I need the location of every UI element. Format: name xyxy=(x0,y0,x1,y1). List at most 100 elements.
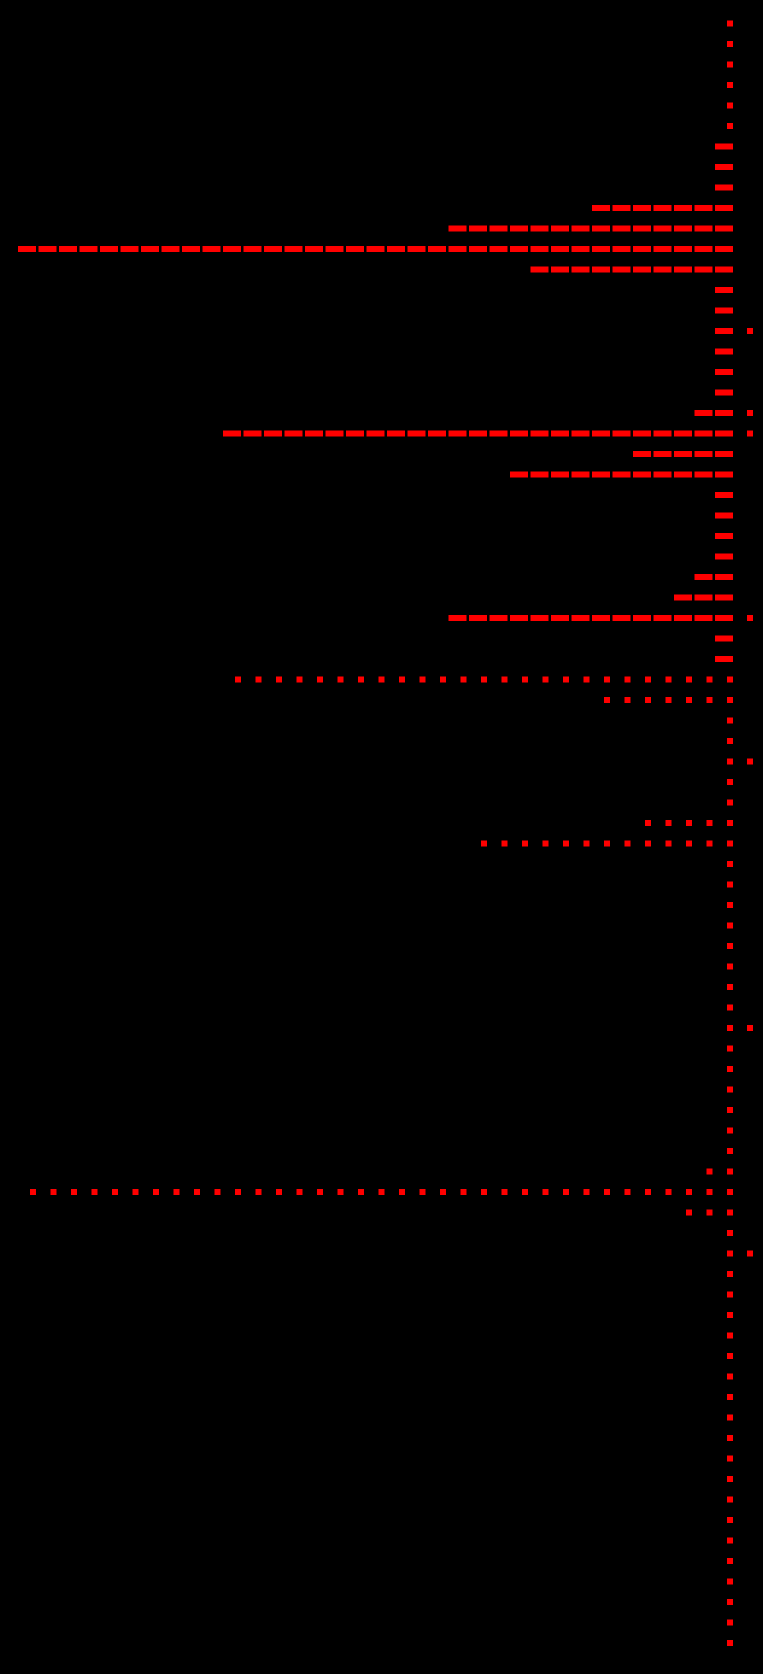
dot-mark xyxy=(255,676,262,683)
dash-mark xyxy=(633,451,651,457)
dash-mark xyxy=(653,246,672,252)
dot-mark xyxy=(727,1373,733,1380)
dot-mark xyxy=(727,1476,733,1482)
dash-mark xyxy=(715,451,733,457)
dash-mark xyxy=(674,471,692,478)
dash-mark xyxy=(715,594,733,601)
dot-mark xyxy=(727,41,733,47)
dot-mark xyxy=(727,102,733,109)
dot-mark xyxy=(481,676,487,683)
dash-mark xyxy=(715,307,733,314)
dash-mark xyxy=(674,225,692,232)
dash-mark xyxy=(715,615,733,621)
dash-mark xyxy=(715,410,733,416)
dot-mark xyxy=(501,676,508,683)
dot-mark xyxy=(727,1148,733,1154)
dot-mark xyxy=(542,676,549,683)
dash-mark xyxy=(694,471,713,478)
dot-mark xyxy=(727,1271,733,1277)
dot-mark xyxy=(604,1189,610,1195)
dash-mark xyxy=(653,430,672,437)
dash-mark xyxy=(674,594,692,601)
dash-mark xyxy=(489,246,508,252)
dash-mark xyxy=(653,266,672,273)
dot-mark xyxy=(727,922,733,929)
dot-mark xyxy=(706,1209,713,1216)
dash-mark xyxy=(715,574,733,580)
dash-mark xyxy=(530,471,549,478)
dash-mark xyxy=(715,656,733,662)
dot-mark xyxy=(727,1107,733,1113)
dot-mark xyxy=(727,902,733,908)
dash-mark xyxy=(715,287,733,293)
dash-mark xyxy=(469,246,487,252)
dash-mark xyxy=(571,615,590,621)
dot-mark xyxy=(727,1230,733,1236)
dash-mark xyxy=(612,246,631,252)
dash-mark xyxy=(674,451,692,457)
dash-mark xyxy=(387,430,405,437)
dash-mark xyxy=(510,471,528,478)
dot-mark xyxy=(276,1189,282,1195)
dash-mark xyxy=(448,225,467,232)
right-dot-mark xyxy=(747,615,753,621)
dot-mark xyxy=(522,840,528,847)
dash-mark xyxy=(694,410,713,416)
dot-mark xyxy=(727,943,733,949)
dash-mark xyxy=(715,533,733,539)
dash-mark xyxy=(715,553,733,560)
dot-mark xyxy=(583,676,590,683)
dash-mark xyxy=(489,225,508,232)
dot-mark xyxy=(276,676,282,683)
dot-mark xyxy=(727,1127,733,1134)
dash-mark xyxy=(469,430,487,437)
dash-mark xyxy=(510,615,528,621)
dot-mark xyxy=(30,1189,36,1195)
dash-mark xyxy=(653,615,672,621)
dot-mark xyxy=(481,1189,487,1195)
dash-mark xyxy=(715,348,733,355)
dash-mark xyxy=(653,451,672,457)
dot-mark xyxy=(255,1189,262,1195)
dash-mark xyxy=(551,225,569,232)
dash-mark xyxy=(694,574,713,580)
dash-mark xyxy=(592,266,610,273)
right-dot-mark xyxy=(747,430,753,437)
dot-mark xyxy=(706,676,713,683)
dot-mark xyxy=(501,1189,508,1195)
dot-mark xyxy=(686,676,692,683)
dash-mark xyxy=(530,246,549,252)
dot-mark xyxy=(727,820,733,826)
dash-mark xyxy=(264,246,282,252)
dash-mark xyxy=(694,615,713,621)
dash-mark xyxy=(366,246,385,252)
dot-mark xyxy=(727,1353,733,1359)
dot-mark xyxy=(727,1414,733,1421)
dot-mark xyxy=(706,1189,713,1195)
dot-mark xyxy=(727,1312,733,1318)
dash-mark xyxy=(633,225,651,232)
dot-mark xyxy=(665,697,672,703)
dot-mark xyxy=(358,1189,364,1195)
dot-mark xyxy=(727,82,733,88)
dash-mark xyxy=(715,635,733,642)
dash-mark xyxy=(715,266,733,273)
dash-mark xyxy=(551,246,569,252)
dash-mark xyxy=(489,615,508,621)
dot-mark xyxy=(460,676,467,683)
dash-mark xyxy=(715,328,733,334)
dot-mark xyxy=(296,676,303,683)
dot-mark xyxy=(727,1537,733,1544)
dot-mark xyxy=(727,1045,733,1052)
dash-mark xyxy=(715,205,733,211)
dot-mark xyxy=(686,840,692,847)
dot-mark xyxy=(235,676,241,683)
dot-mark xyxy=(604,676,610,683)
dot-mark xyxy=(727,20,733,27)
dot-mark xyxy=(727,881,733,888)
dash-mark xyxy=(551,430,569,437)
right-dot-mark xyxy=(747,328,753,334)
dash-mark xyxy=(571,430,590,437)
dash-mark xyxy=(264,430,282,437)
